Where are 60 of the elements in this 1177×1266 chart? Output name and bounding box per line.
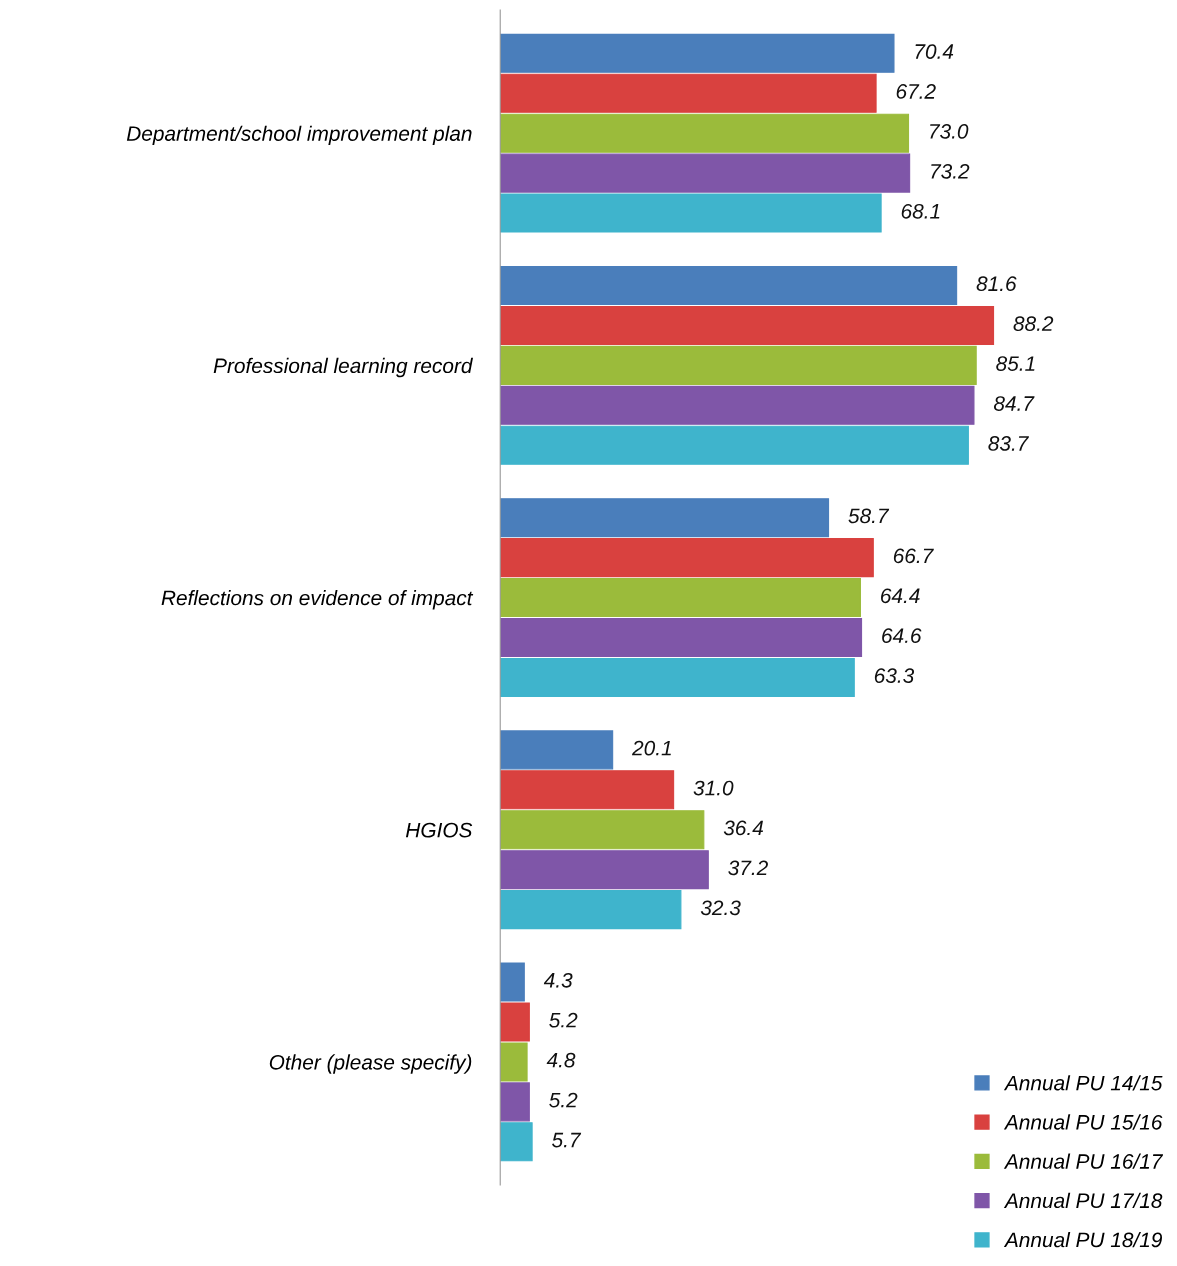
y-tick-label: Reflections on evidence of impact: [161, 590, 474, 610]
bar: [500, 385, 975, 425]
bar: [500, 578, 861, 618]
data-label: 66.7: [893, 548, 934, 564]
y-tick-label: HGIOS: [405, 822, 473, 838]
bar: [500, 33, 895, 73]
bar: [500, 1082, 530, 1122]
data-label: 81.6: [976, 276, 1017, 292]
y-tick-label: Professional learning record: [213, 357, 474, 378]
data-label: 31.0: [693, 780, 734, 796]
legend-label: Annual PU 16/17: [1003, 1153, 1164, 1169]
legend-label: Annual PU 18/19: [1003, 1232, 1162, 1248]
bar: [500, 890, 682, 930]
y-tick-label: Other (please specify): [269, 1054, 472, 1074]
bar: [500, 962, 525, 1002]
bar: [500, 193, 882, 233]
bar: [500, 1042, 528, 1082]
data-label: 88.2: [1013, 316, 1054, 332]
data-label: 83.7: [988, 436, 1029, 451]
data-label: 64.4: [881, 588, 920, 604]
bar: [500, 345, 977, 385]
data-label: 32.3: [700, 900, 741, 916]
bar: [500, 1002, 530, 1042]
data-label: 73.2: [931, 163, 970, 179]
bar: [500, 657, 855, 697]
data-label: 85.1: [996, 356, 1035, 371]
data-label: 5.2: [549, 1012, 578, 1028]
data-label: 5.7: [552, 1132, 582, 1148]
bar: [500, 850, 709, 890]
data-label: 36.4: [723, 820, 764, 836]
data-label: 73.0: [930, 124, 969, 139]
data-label: 64.6: [882, 628, 922, 644]
bar: [500, 153, 911, 193]
data-label: 63.3: [874, 668, 915, 684]
data-label: 4.8: [546, 1052, 576, 1068]
bar: [500, 498, 830, 538]
bar: [500, 538, 874, 578]
data-label: 20.1: [631, 740, 671, 756]
bar: [500, 770, 675, 810]
bar: [500, 617, 863, 658]
bar: [500, 113, 910, 153]
legend-label: Annual PU 14/15: [1003, 1075, 1163, 1091]
legend-label: Annual PU 15/16: [1003, 1114, 1163, 1130]
data-label: 70.4: [915, 44, 954, 59]
bar: [500, 425, 969, 465]
data-label: 37.2: [728, 860, 768, 876]
legend-label: Annual PU 17/18: [1003, 1192, 1163, 1209]
bar: [500, 1122, 533, 1162]
bar: [500, 730, 614, 770]
bar: [500, 305, 995, 345]
data-label: 84.7: [993, 396, 1035, 411]
bar: [500, 73, 877, 113]
data-label: 68.1: [901, 203, 940, 219]
data-label: 5.2: [549, 1092, 578, 1108]
data-label: 58.7: [848, 508, 890, 524]
bar: [500, 810, 705, 850]
bar: [500, 265, 958, 306]
y-tick-label: Department/school improvement plan: [126, 125, 472, 146]
data-label: 4.3: [543, 972, 573, 988]
data-label: 67.2: [896, 84, 936, 99]
